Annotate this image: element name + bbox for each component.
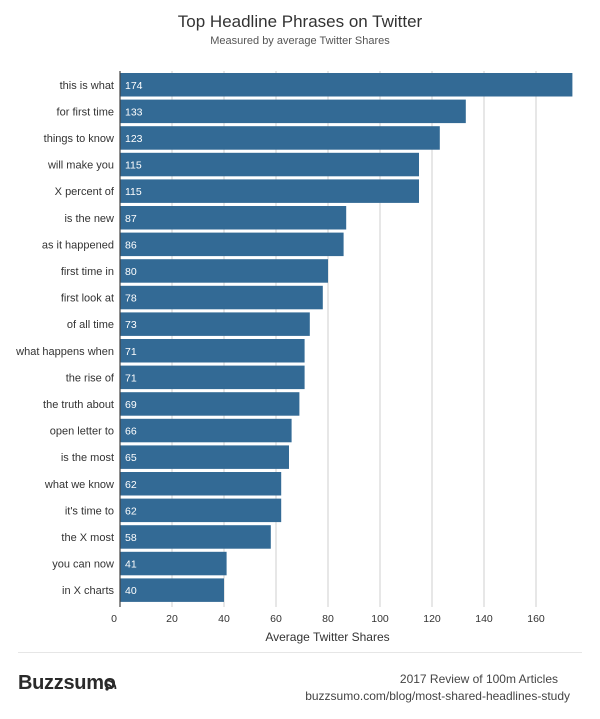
category-label: first time in <box>61 266 114 278</box>
review-caption: 2017 Review of 100m Articles <box>399 672 558 686</box>
value-label: 115 <box>125 160 142 172</box>
x-tick-label: 120 <box>423 613 441 625</box>
x-tick-label: 160 <box>527 613 545 625</box>
bar <box>120 472 282 496</box>
category-label: for first time <box>57 106 114 118</box>
bar <box>120 73 573 97</box>
bar <box>120 99 466 124</box>
category-label: is the new <box>64 213 114 225</box>
bar <box>120 126 440 150</box>
chart-title: Top Headline Phrases on Twitter <box>177 12 423 31</box>
category-label: things to know <box>44 133 114 145</box>
x-tick-label: 140 <box>475 613 493 625</box>
bar <box>120 525 271 549</box>
source-url: buzzsumo.com/blog/most-shared-headlines-… <box>305 689 570 703</box>
bar <box>120 285 323 310</box>
category-label: in X charts <box>62 585 114 597</box>
bar <box>120 179 419 203</box>
buzzsumo-logo: Buzzsumo <box>18 672 116 694</box>
category-label: the truth about <box>43 399 114 411</box>
value-label: 66 <box>125 426 137 438</box>
bar <box>120 259 328 283</box>
value-label: 69 <box>125 399 137 411</box>
category-label: X percent of <box>55 186 115 198</box>
x-tick-label: 40 <box>218 613 230 625</box>
value-label: 41 <box>125 559 137 571</box>
value-label: 40 <box>125 585 137 597</box>
value-label: 73 <box>125 319 137 331</box>
category-label: will make you <box>47 160 114 172</box>
x-tick-label: 80 <box>322 613 334 625</box>
bar <box>120 312 310 336</box>
bar <box>120 578 224 602</box>
category-label: what we know <box>44 479 114 491</box>
x-tick-label: 60 <box>270 613 282 625</box>
value-label: 65 <box>125 452 137 464</box>
signal-icon <box>105 679 117 691</box>
footer-divider <box>18 652 582 653</box>
bar <box>120 339 305 363</box>
category-label: as it happened <box>42 239 114 251</box>
value-label: 71 <box>125 346 137 358</box>
category-label: open letter to <box>50 426 114 438</box>
bar <box>120 365 305 390</box>
value-label: 80 <box>125 266 137 278</box>
category-label: what happens when <box>15 346 114 358</box>
bar <box>120 551 227 576</box>
value-label: 115 <box>125 186 142 198</box>
category-label: this is what <box>60 80 114 92</box>
value-label: 174 <box>125 80 143 92</box>
x-tick-label: 0 <box>111 613 117 625</box>
bar <box>120 445 289 469</box>
category-label: is the most <box>61 452 114 464</box>
bar <box>120 206 347 230</box>
value-label: 78 <box>125 293 137 305</box>
bar-chart: this is what 174 for first time 133 things t… <box>15 71 573 644</box>
x-tick-label: 20 <box>166 613 178 625</box>
value-label: 62 <box>125 505 137 517</box>
bar <box>120 498 282 523</box>
x-axis-title: Average Twitter Shares <box>265 630 389 644</box>
value-label: 71 <box>125 372 137 384</box>
chart-subtitle: Measured by average Twitter Shares <box>210 35 390 47</box>
value-label: 58 <box>125 532 137 544</box>
x-tick-label: 100 <box>371 613 389 625</box>
category-label: you can now <box>52 559 114 571</box>
value-label: 133 <box>125 106 143 118</box>
category-label: first look at <box>61 293 114 305</box>
bar <box>120 392 300 416</box>
bar <box>120 232 344 257</box>
category-label: of all time <box>67 319 114 331</box>
value-label: 87 <box>125 213 137 225</box>
bar <box>120 418 292 443</box>
category-label: the X most <box>61 532 114 544</box>
category-label: it's time to <box>65 505 114 517</box>
value-label: 62 <box>125 479 137 491</box>
value-label: 86 <box>125 239 137 251</box>
bar <box>120 152 419 177</box>
value-label: 123 <box>125 133 143 145</box>
category-label: the rise of <box>66 372 115 384</box>
